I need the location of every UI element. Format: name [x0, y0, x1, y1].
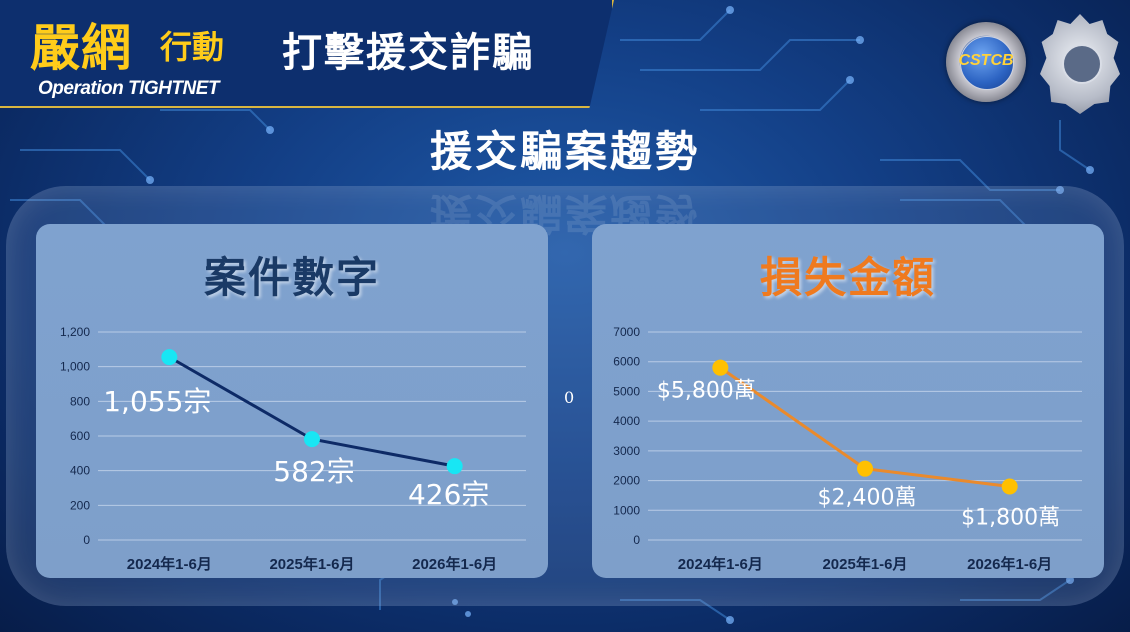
data-point-marker: [161, 349, 178, 366]
data-label: 1,055宗: [103, 385, 211, 418]
header-title: 打擊援交詐騙: [282, 30, 534, 76]
data-point-marker: [446, 458, 463, 475]
y-tick-label: 600: [70, 429, 90, 443]
losses-chart-panel: 損失金額 0 1000 2000 3000 4000 5000 6000 7000 2024年1…: [592, 224, 1104, 578]
losses-line-chart: 0 1000 2000 3000 4000 5000 6000 7000 2024年1-6月 20…: [613, 325, 1082, 573]
x-category-label: 2026年1-6月: [412, 555, 497, 573]
x-category-label: 2026年1-6月: [967, 555, 1052, 573]
data-label: $2,400萬: [818, 486, 917, 511]
y-tick-label: 3000: [613, 444, 640, 458]
x-category-label: 2024年1-6月: [678, 555, 763, 573]
operation-logo-sub: 行動: [160, 28, 225, 66]
y-tick-label: 800: [70, 394, 90, 408]
operation-logo-main: 嚴網: [30, 19, 132, 77]
losses-chart-title: 損失金額: [759, 253, 936, 302]
y-tick-label: 1000: [613, 503, 640, 517]
y-tick-label: 6000: [613, 355, 640, 369]
cases-line-chart: 0 200 400 600 800 1,000 1,200 2024年1-6月 2025年1-6…: [60, 325, 526, 573]
y-tick-label: 0: [633, 533, 640, 547]
data-point-marker: [1001, 478, 1018, 495]
y-tick-label: 1,000: [60, 360, 90, 374]
y-tick-label: 4000: [613, 414, 640, 428]
data-point-marker: [712, 359, 729, 376]
y-tick-label: 400: [70, 464, 90, 478]
x-category-label: 2025年1-6月: [269, 555, 354, 573]
data-label: 582宗: [273, 455, 354, 488]
x-category-label: 2024年1-6月: [127, 555, 212, 573]
x-category-label: 2025年1-6月: [822, 555, 907, 573]
y-tick-label: 200: [70, 498, 90, 512]
header-banner: [0, 0, 614, 108]
operation-logo-english: Operation TIGHTNET: [38, 78, 220, 99]
page-title: 援交騙案趨勢: [429, 127, 700, 176]
y-tick-label: 2000: [613, 474, 640, 488]
data-point-marker: [857, 460, 873, 477]
center-zero-label: 0: [564, 388, 575, 407]
data-label: 426宗: [408, 478, 489, 511]
y-tick-label: 1,200: [60, 325, 90, 339]
data-point-marker: [304, 431, 320, 448]
cstcb-badge-icon: CSTCB: [946, 22, 1026, 102]
data-label: $5,800萬: [657, 379, 756, 404]
series-line: [168, 355, 455, 468]
cases-chart-title: 案件數字: [203, 253, 380, 302]
globe-icon: [960, 36, 1014, 90]
cases-chart-panel: 案件數字 0 200 400 600 800 1,000 1,200 2024年1-6月 202…: [36, 224, 548, 578]
data-label: $1,800萬: [961, 506, 1060, 531]
cstcb-badge-text: CSTCB: [958, 52, 1014, 69]
y-tick-label: 0: [83, 533, 90, 547]
police-badge-emblem-icon: [1062, 44, 1102, 84]
y-tick-label: 5000: [613, 384, 640, 398]
y-tick-label: 7000: [613, 325, 640, 339]
